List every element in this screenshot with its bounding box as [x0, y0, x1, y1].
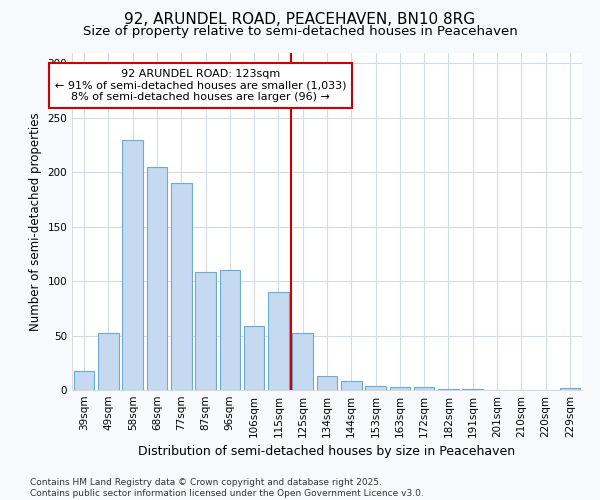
- Bar: [341, 382, 362, 390]
- Bar: [317, 376, 337, 390]
- Text: 92 ARUNDEL ROAD: 123sqm
← 91% of semi-detached houses are smaller (1,033)
8% of : 92 ARUNDEL ROAD: 123sqm ← 91% of semi-de…: [55, 69, 346, 102]
- Text: Size of property relative to semi-detached houses in Peacehaven: Size of property relative to semi-detach…: [83, 25, 517, 38]
- Bar: [268, 292, 289, 390]
- Bar: [244, 326, 265, 390]
- Bar: [220, 270, 240, 390]
- Bar: [195, 272, 216, 390]
- Bar: [292, 334, 313, 390]
- Y-axis label: Number of semi-detached properties: Number of semi-detached properties: [29, 112, 42, 330]
- Text: 92, ARUNDEL ROAD, PEACEHAVEN, BN10 8RG: 92, ARUNDEL ROAD, PEACEHAVEN, BN10 8RG: [124, 12, 476, 28]
- Bar: [122, 140, 143, 390]
- Bar: [365, 386, 386, 390]
- Bar: [560, 388, 580, 390]
- Bar: [438, 389, 459, 390]
- Bar: [414, 386, 434, 390]
- Bar: [171, 183, 191, 390]
- Bar: [98, 334, 119, 390]
- X-axis label: Distribution of semi-detached houses by size in Peacehaven: Distribution of semi-detached houses by …: [139, 446, 515, 458]
- Bar: [146, 167, 167, 390]
- Bar: [463, 389, 483, 390]
- Text: Contains HM Land Registry data © Crown copyright and database right 2025.
Contai: Contains HM Land Registry data © Crown c…: [30, 478, 424, 498]
- Bar: [389, 386, 410, 390]
- Bar: [74, 372, 94, 390]
